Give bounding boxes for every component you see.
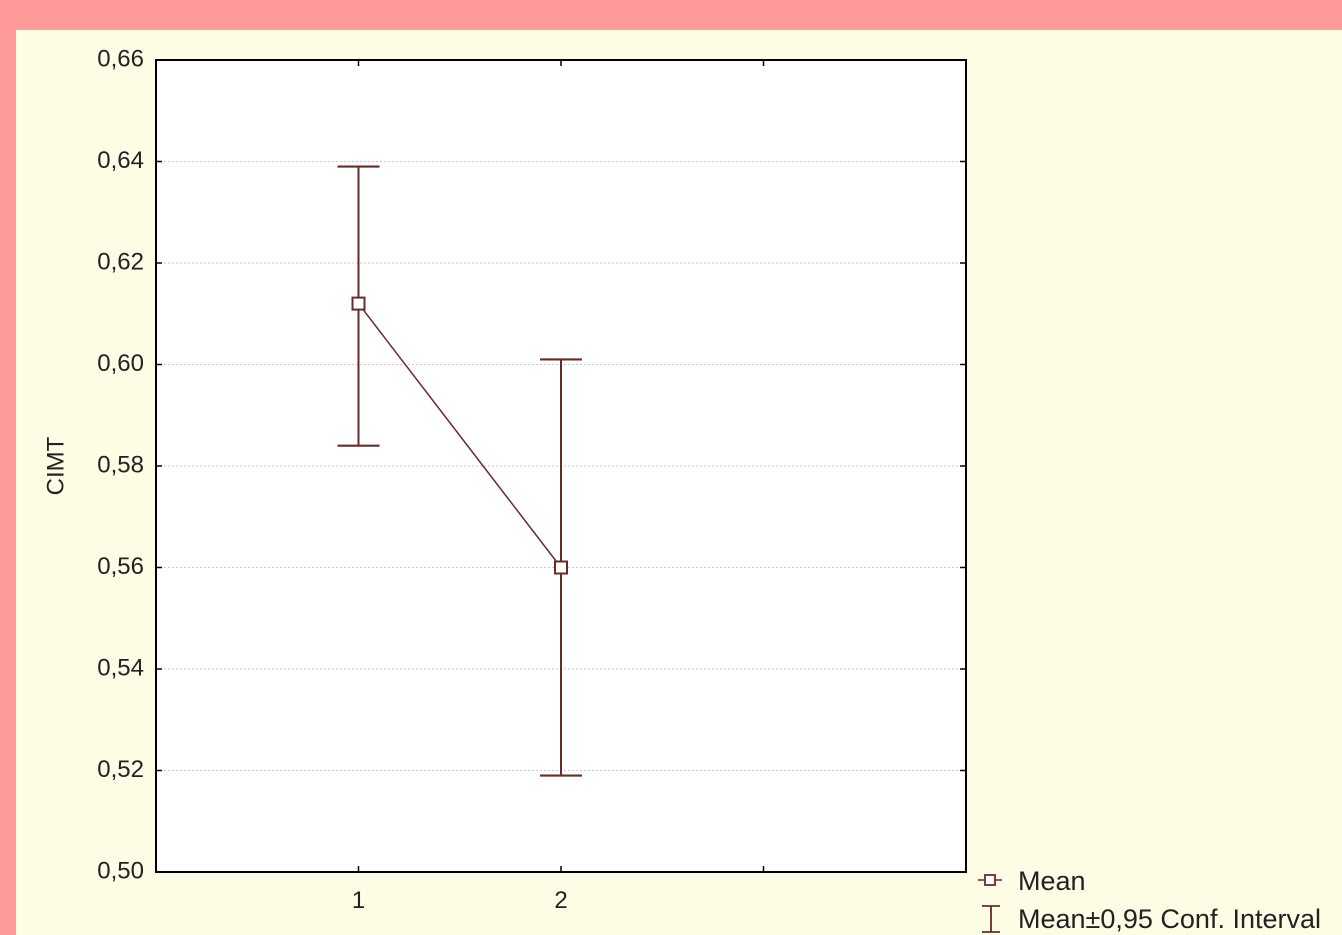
legend-entry-mean: Mean	[978, 866, 1086, 896]
y-tick-label: 0,62	[97, 248, 144, 275]
series-line	[357, 303, 562, 568]
mean-point	[351, 296, 366, 311]
x-tick-label: 1	[352, 887, 365, 914]
y-tick-label: 0,64	[97, 147, 144, 174]
legend: Mean Mean±0,95 Conf. Interval	[978, 866, 1321, 934]
mean-point	[554, 560, 568, 575]
y-tick-label: 0,54	[97, 654, 144, 681]
y-tick-label: 0,58	[97, 451, 144, 478]
series-layer	[337, 165, 582, 777]
y-axis-ticks: 0,50 0,52 0,54 0,56 0,58 0,60 0,62 0,64 0,66	[97, 45, 144, 884]
plot-frame	[155, 59, 967, 873]
y-tick-label: 0,52	[97, 756, 144, 783]
x-tick-label: 2	[554, 887, 567, 914]
legend-entry-ci: Mean±0,95 Conf. Interval	[982, 904, 1321, 934]
y-tick-label: 0,56	[97, 553, 144, 580]
y-tick-label: 0,66	[97, 45, 144, 72]
legend-label-mean: Mean	[1018, 866, 1086, 896]
y-tick-label: 0,50	[97, 857, 144, 884]
y-tick-label: 0,60	[97, 350, 144, 377]
y-axis-label: CIMT	[42, 436, 69, 495]
legend-mean-square-icon	[984, 874, 996, 886]
legend-label-ci: Mean±0,95 Conf. Interval	[1018, 904, 1321, 934]
